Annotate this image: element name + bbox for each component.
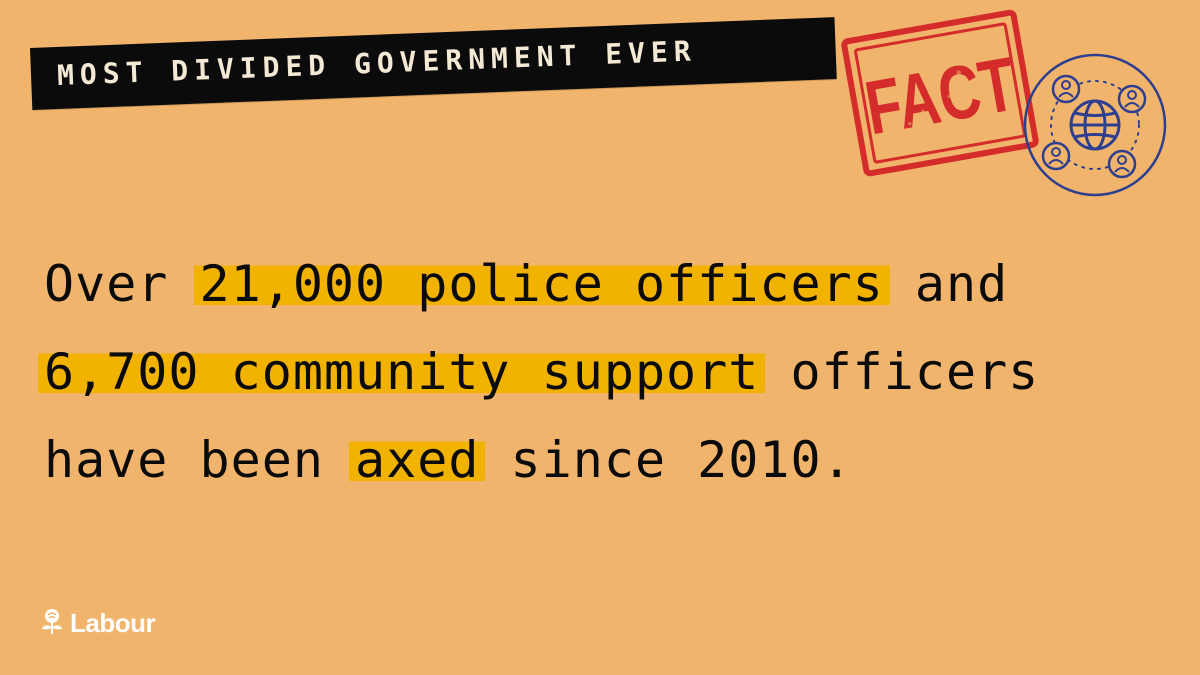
statement-line-3: have been axed since 2010. <box>44 416 1164 504</box>
labour-logo: Labour <box>40 606 156 640</box>
statement-line-2: 6,700 community support officers <box>38 328 1164 416</box>
fact-stamp-text: FACT <box>859 42 1021 152</box>
headline-text: MOST DIVIDED GOVERNMENT EVER <box>56 34 698 92</box>
statement-line-3-highlight: axed <box>349 431 486 489</box>
headline-banner: MOST DIVIDED GOVERNMENT EVER <box>30 17 837 110</box>
globe-network-icon <box>1022 52 1168 198</box>
statement-line-1-prefix: Over <box>44 255 200 313</box>
statement-line-1-highlight: 21,000 police officers <box>193 255 890 313</box>
statement-line-1-suffix: and <box>883 255 1009 313</box>
statement-line-2-highlight: 6,700 community support <box>38 343 766 401</box>
fact-stamp: FACT <box>839 7 1041 178</box>
rose-icon <box>40 607 64 639</box>
statement-line-2-suffix: officers <box>759 343 1040 401</box>
statement-line-1: Over 21,000 police officers and <box>44 240 1164 328</box>
statement-line-3-suffix: since 2010. <box>479 431 853 489</box>
statement-line-3-prefix: have been <box>44 431 356 489</box>
statement-text: Over 21,000 police officers and 6,700 co… <box>38 240 1164 504</box>
labour-wordmark: Labour <box>70 608 156 638</box>
